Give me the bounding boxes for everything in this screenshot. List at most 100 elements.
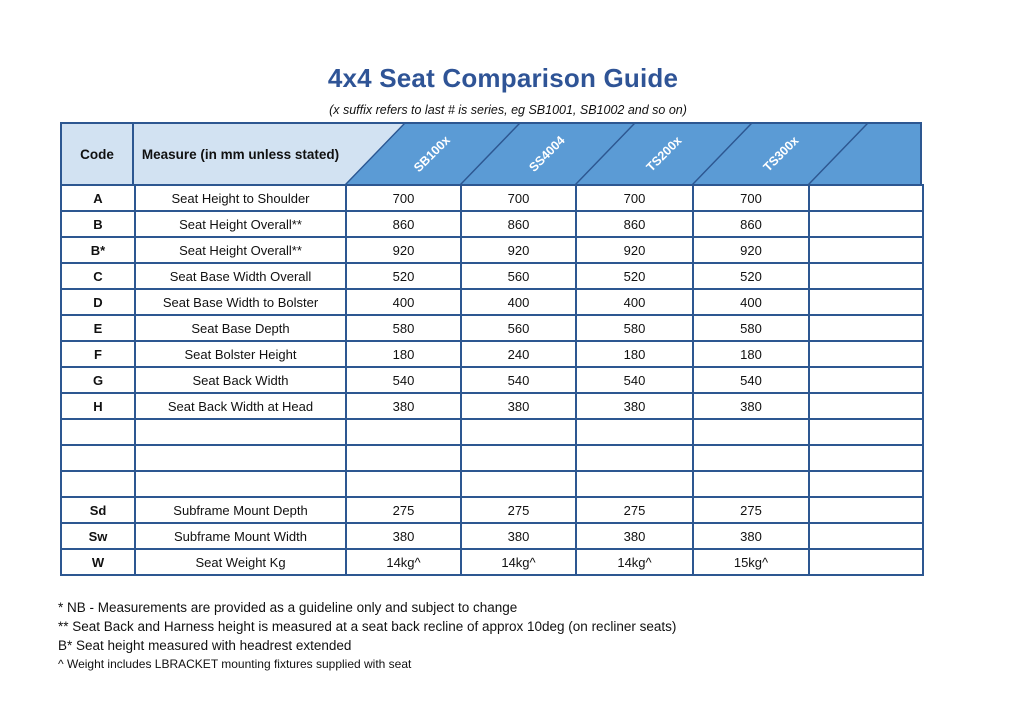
measure-cell: Seat Base Width to Bolster xyxy=(134,288,347,316)
footnote-line: B* Seat height measured with headrest ex… xyxy=(58,638,352,653)
table-row: Sw Subframe Mount Width 380 380 380 380 xyxy=(60,522,924,550)
value-cell xyxy=(575,470,694,498)
measure-cell xyxy=(134,418,347,446)
table-row: C Seat Base Width Overall 520 560 520 520 xyxy=(60,262,924,290)
diagonal-divider xyxy=(460,124,520,184)
table-row xyxy=(60,418,924,446)
measure-cell: Subframe Mount Width xyxy=(134,522,347,550)
measure-column-header: Measure (in mm unless stated) xyxy=(141,146,340,162)
value-cell: 580 xyxy=(575,314,694,342)
code-column-header: Code xyxy=(62,124,134,184)
code-cell: W xyxy=(60,548,136,576)
value-cell: 860 xyxy=(460,210,577,238)
diagonal-divider xyxy=(345,124,405,184)
value-cell: 580 xyxy=(345,314,462,342)
code-cell: G xyxy=(60,366,136,394)
code-cell: A xyxy=(60,184,136,212)
measure-cell: Seat Bolster Height xyxy=(134,340,347,368)
code-cell: E xyxy=(60,314,136,342)
value-cell: 860 xyxy=(575,210,694,238)
diagonal-divider xyxy=(692,124,752,184)
value-cell: 275 xyxy=(345,496,462,524)
table-row: H Seat Back Width at Head 380 380 380 380 xyxy=(60,392,924,420)
value-cell xyxy=(808,314,924,342)
value-cell: 560 xyxy=(460,314,577,342)
diagonal-divider xyxy=(808,124,868,184)
table-row xyxy=(60,470,924,498)
footnote-line: ** Seat Back and Harness height is measu… xyxy=(58,619,677,634)
value-cell xyxy=(808,210,924,238)
code-cell: F xyxy=(60,340,136,368)
value-cell xyxy=(575,418,694,446)
value-cell: 400 xyxy=(460,288,577,316)
value-cell: 14kg^ xyxy=(345,548,462,576)
footnote-line: * NB - Measurements are provided as a gu… xyxy=(58,600,518,615)
value-cell: 860 xyxy=(345,210,462,238)
footnotes: * NB - Measurements are provided as a gu… xyxy=(58,598,676,674)
value-cell: 540 xyxy=(575,366,694,394)
value-cell xyxy=(808,496,924,524)
product-column-label: TS200x xyxy=(643,133,685,175)
value-cell: 275 xyxy=(575,496,694,524)
code-cell: B* xyxy=(60,236,136,264)
value-cell: 700 xyxy=(345,184,462,212)
value-cell: 520 xyxy=(345,262,462,290)
value-cell xyxy=(460,444,577,472)
value-cell: 380 xyxy=(345,522,462,550)
value-cell: 700 xyxy=(692,184,810,212)
value-cell: 380 xyxy=(575,392,694,420)
product-column-label: TS300x xyxy=(760,133,802,175)
table-row: E Seat Base Depth 580 560 580 580 xyxy=(60,314,924,342)
value-cell xyxy=(808,522,924,550)
table-row: F Seat Bolster Height 180 240 180 180 xyxy=(60,340,924,368)
page-subtitle: (x suffix refers to last # is series, eg… xyxy=(329,103,687,117)
value-cell: 15kg^ xyxy=(692,548,810,576)
measure-cell: Seat Back Width xyxy=(134,366,347,394)
value-cell: 400 xyxy=(692,288,810,316)
value-cell: 580 xyxy=(692,314,810,342)
value-cell xyxy=(460,418,577,446)
value-cell: 180 xyxy=(345,340,462,368)
code-cell xyxy=(60,470,136,498)
value-cell xyxy=(808,262,924,290)
code-cell: H xyxy=(60,392,136,420)
measure-cell xyxy=(134,444,347,472)
measurements-grid: A Seat Height to Shoulder 700 700 700 700 B Sea… xyxy=(60,184,924,576)
value-cell: 380 xyxy=(460,392,577,420)
code-cell: Sd xyxy=(60,496,136,524)
value-cell xyxy=(808,444,924,472)
value-cell xyxy=(345,418,462,446)
value-cell: 275 xyxy=(692,496,810,524)
measure-cell: Seat Base Width Overall xyxy=(134,262,347,290)
code-cell: D xyxy=(60,288,136,316)
value-cell: 520 xyxy=(692,262,810,290)
page-title: 4x4 Seat Comparison Guide xyxy=(327,63,679,93)
measure-cell: Subframe Mount Depth xyxy=(134,496,347,524)
table-row xyxy=(60,444,924,472)
table-row: W Seat Weight Kg 14kg^ 14kg^ 14kg^ 15kg^ xyxy=(60,548,924,576)
value-cell xyxy=(808,366,924,394)
code-cell xyxy=(60,418,136,446)
value-cell xyxy=(345,470,462,498)
value-cell: 380 xyxy=(460,522,577,550)
value-cell: 860 xyxy=(692,210,810,238)
value-cell: 180 xyxy=(692,340,810,368)
value-cell xyxy=(808,392,924,420)
measure-cell: Seat Base Depth xyxy=(134,314,347,342)
value-cell: 700 xyxy=(460,184,577,212)
code-cell: Sw xyxy=(60,522,136,550)
value-cell xyxy=(692,418,810,446)
value-cell xyxy=(808,548,924,576)
value-cell: 920 xyxy=(575,236,694,264)
value-cell xyxy=(575,444,694,472)
measure-cell: Seat Height to Shoulder xyxy=(134,184,347,212)
value-cell: 540 xyxy=(692,366,810,394)
comparison-table: Code Measure (in mm unless stated) SB100… xyxy=(60,122,924,576)
value-cell xyxy=(808,288,924,316)
value-cell: 275 xyxy=(460,496,577,524)
table-body: A Seat Height to Shoulder 700 700 700 700 B Sea… xyxy=(60,184,924,576)
value-cell: 380 xyxy=(575,522,694,550)
value-cell xyxy=(460,470,577,498)
value-cell: 400 xyxy=(345,288,462,316)
